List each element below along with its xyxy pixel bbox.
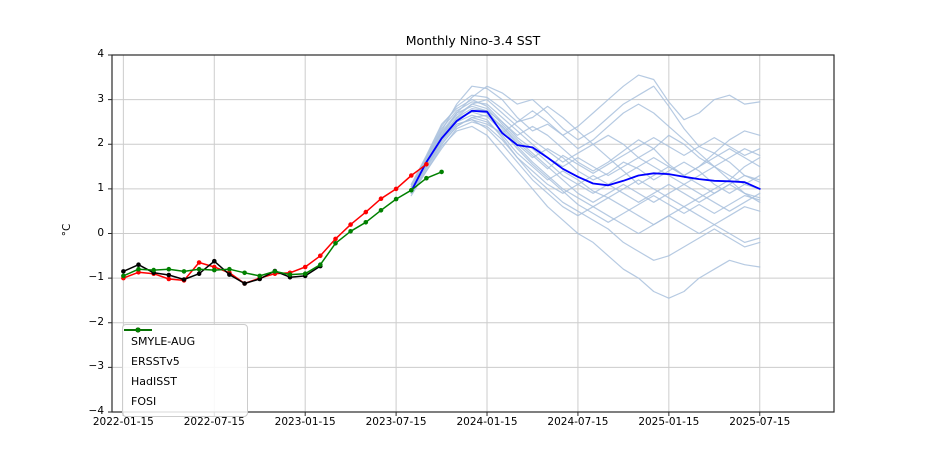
hadisst-marker <box>212 258 217 264</box>
y-tick-label: −2 <box>88 315 104 328</box>
ensemble-member-line-10 <box>410 114 761 261</box>
chart-legend: SMYLE-AUG ERSSTv5 HadISST FOSI <box>122 324 248 417</box>
ersstv5-marker <box>409 173 414 178</box>
y-tick-label: 1 <box>97 181 104 194</box>
legend-label: SMYLE-AUG <box>131 334 196 348</box>
legend-label: ERSSTv5 <box>131 354 180 368</box>
x-tick-label: 2022-01-15 <box>92 416 154 428</box>
ensemble-member-line-2 <box>410 85 761 190</box>
fosi-marker <box>196 266 202 272</box>
ensemble-member-line-9 <box>410 125 761 299</box>
ensemble-member-line-14 <box>410 105 761 243</box>
hadisst-marker <box>242 281 247 286</box>
fosi-marker <box>409 187 414 193</box>
ensemble-member-line-7 <box>410 103 761 212</box>
ersstv5-marker <box>302 264 308 270</box>
fosi-marker <box>242 270 247 276</box>
legend-item-fosi: FOSI <box>124 327 239 411</box>
fosi-marker <box>287 272 293 277</box>
ersstv5-marker <box>333 236 338 242</box>
ersstv5-marker <box>318 253 323 259</box>
ensemble-member-line-1 <box>410 74 761 188</box>
legend-label: HadISST <box>131 374 177 388</box>
y-axis-label: °C <box>61 223 73 237</box>
hadisst-marker <box>166 272 172 278</box>
ersstv5-marker <box>166 276 172 282</box>
fosi-marker <box>257 273 263 279</box>
ensemble-member-line-11 <box>410 101 761 190</box>
fosi-line <box>122 171 443 277</box>
fosi-marker <box>151 267 156 273</box>
fosi-marker <box>363 220 369 225</box>
y-tick-label: −1 <box>88 271 104 284</box>
ersstv5-line <box>122 163 428 285</box>
fosi-marker <box>212 267 217 273</box>
fosi-marker <box>393 196 399 202</box>
ersstv5-marker <box>196 260 202 265</box>
x-tick-label: 2024-07-15 <box>547 416 609 428</box>
ensemble-member-line-18 <box>410 94 761 199</box>
hadisst-line <box>122 260 322 285</box>
x-tick-label: 2024-01-15 <box>456 416 518 428</box>
ensemble-member-line-13 <box>410 107 761 194</box>
ersstv5-marker <box>424 162 429 167</box>
ersstv5-marker <box>393 186 399 192</box>
hadisst-marker <box>196 271 202 277</box>
hadisst-marker <box>121 269 126 274</box>
fosi-marker <box>272 269 278 274</box>
ersstv5-marker <box>378 196 384 201</box>
y-tick-label: 2 <box>97 137 104 150</box>
y-tick-label: 0 <box>97 226 104 239</box>
x-tick-label: 2023-01-15 <box>274 416 336 428</box>
legend-label: FOSI <box>131 394 157 408</box>
hadisst-marker <box>227 272 232 277</box>
fosi-marker <box>378 208 384 213</box>
fosi-marker <box>424 175 429 181</box>
x-tick-label: 2023-07-15 <box>365 416 427 428</box>
ersstv5-marker <box>363 209 369 215</box>
fosi-marker <box>227 266 232 272</box>
smyle-aug-mean-line <box>410 109 761 193</box>
ensemble-member-line-17 <box>410 103 761 194</box>
x-tick-label: 2025-01-15 <box>638 416 700 428</box>
fosi-marker <box>318 262 323 268</box>
y-tick-label: 4 <box>97 48 104 60</box>
x-tick-label: 2025-07-15 <box>729 416 791 428</box>
fosi-marker <box>333 241 338 246</box>
fosi-marker <box>348 229 353 234</box>
chart-title: Monthly Nino-3.4 SST <box>405 33 541 48</box>
ersstv5-marker <box>348 222 353 227</box>
fosi-marker <box>166 266 172 272</box>
y-tick-label: −3 <box>88 360 104 373</box>
fosi-marker <box>439 169 444 175</box>
ensemble-member-line-15 <box>410 114 761 192</box>
legend-item-ersstv5: ERSSTv5 <box>124 327 239 371</box>
legend-item-hadisst: HadISST <box>124 327 239 391</box>
y-tick-label: −4 <box>88 405 104 417</box>
y-tick-label: 3 <box>97 92 104 105</box>
fosi-marker <box>181 269 187 274</box>
hadisst-marker <box>136 262 141 268</box>
fosi-marker <box>121 273 126 279</box>
hadisst-marker <box>181 277 187 282</box>
fosi-marker <box>136 266 141 272</box>
ensemble-member-line-4 <box>410 98 761 185</box>
legend-line-sample <box>124 327 152 333</box>
x-tick-label: 2022-07-15 <box>183 416 245 428</box>
fosi-marker <box>302 271 308 277</box>
